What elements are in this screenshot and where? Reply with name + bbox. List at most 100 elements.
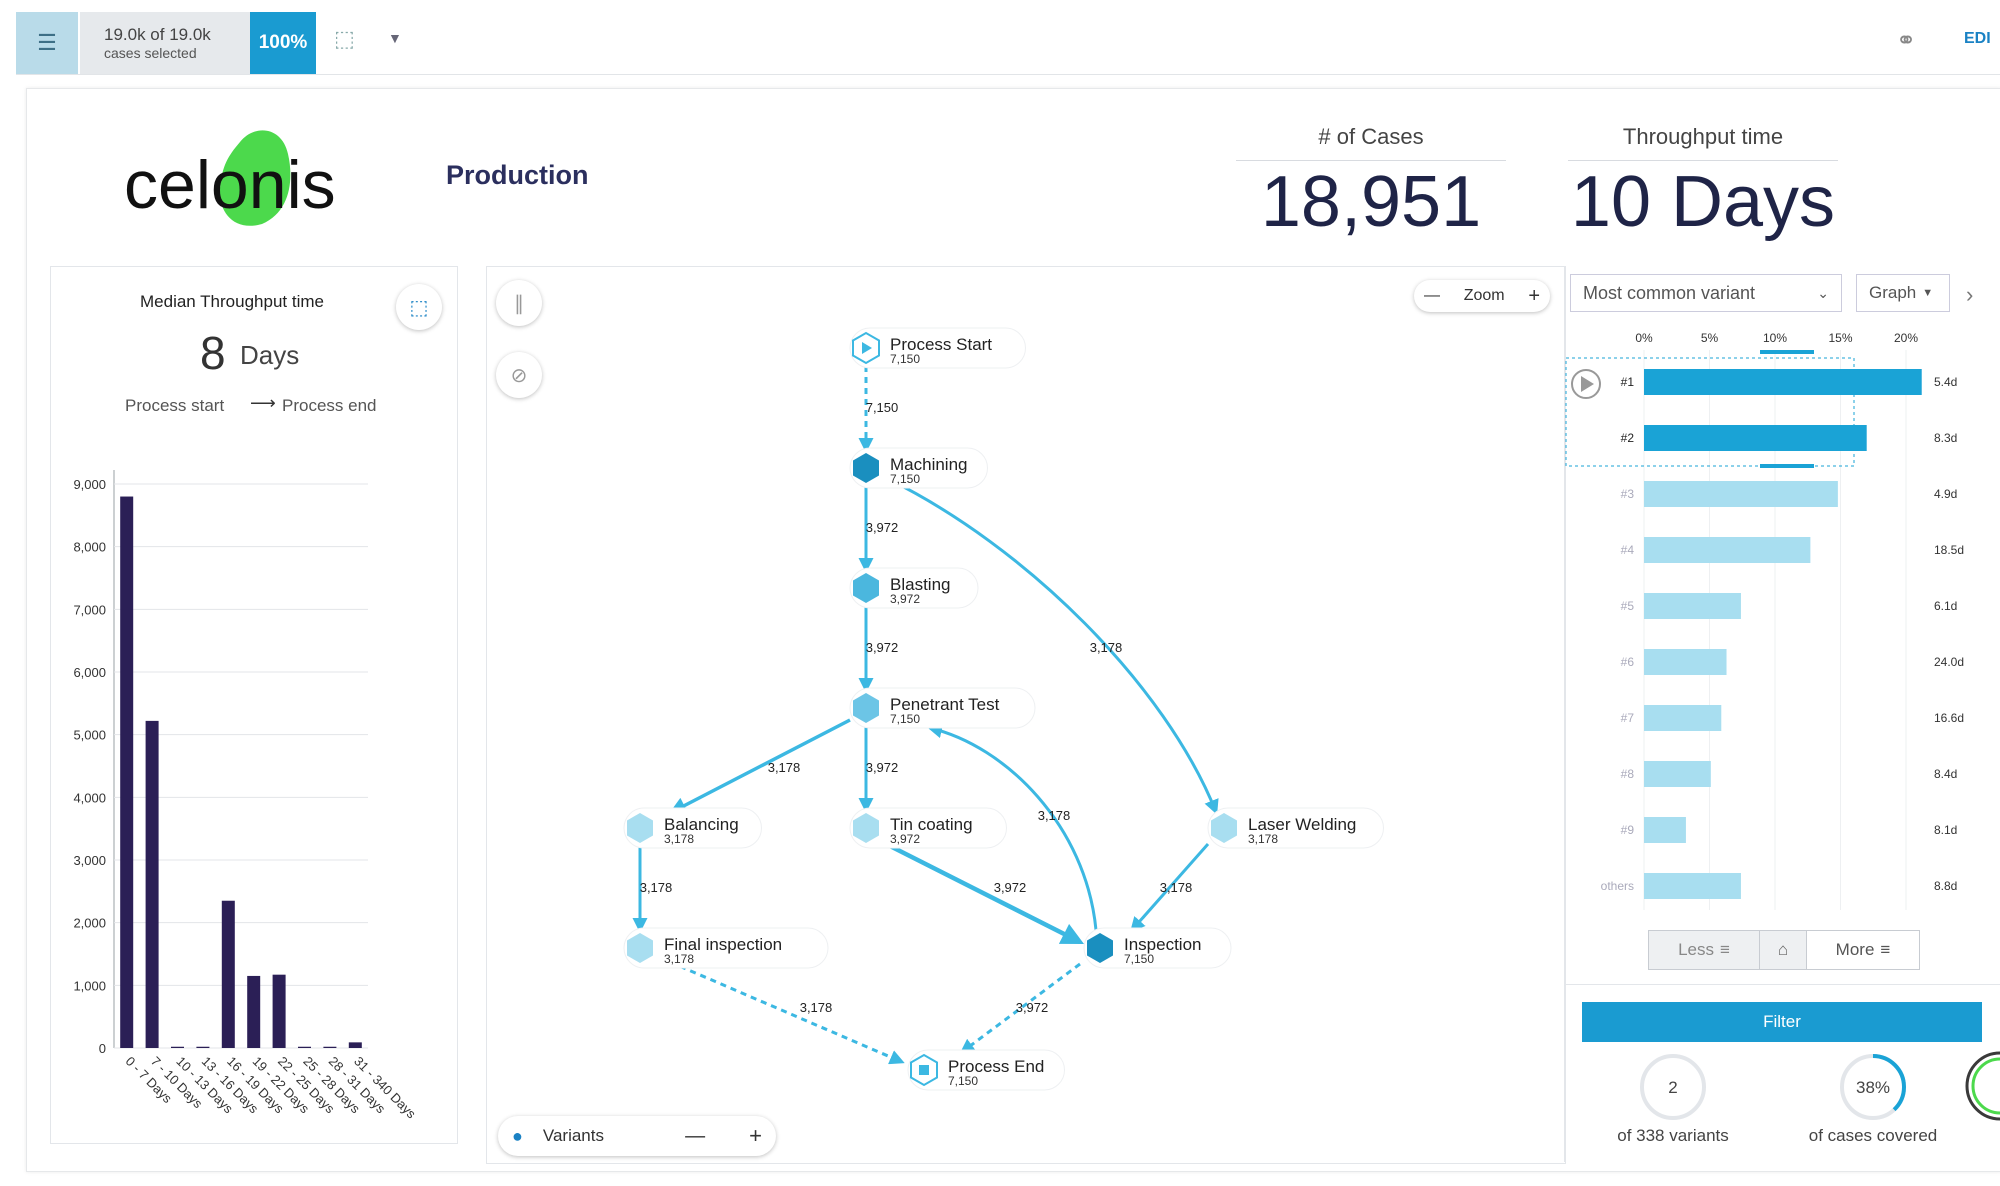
node-hexagon [1087, 933, 1113, 963]
home-button[interactable]: ⌂ [1760, 931, 1807, 969]
kpi-value: 10 Days [1570, 162, 1836, 242]
variant-bar [1644, 761, 1711, 787]
variant-chart[interactable]: 0% 5% 10% 15% 20% #1 5.4d #2 8.3d #3 4.9d #4 18.5d #5… [1564, 320, 2000, 920]
node-hexagon [853, 813, 879, 843]
less-button[interactable]: Less ≡ [1649, 931, 1760, 969]
chevron-down-icon: ⌄ [1817, 284, 1829, 301]
histogram-bar [120, 496, 134, 1048]
edit-button[interactable]: EDI [1964, 30, 1991, 47]
histogram-bar [145, 720, 159, 1048]
variants-count-caption: of 338 variants [1617, 1126, 1729, 1145]
variant-label: #9 [1621, 823, 1635, 837]
node-pill [849, 567, 979, 609]
list-icon: ≡ [1720, 940, 1730, 959]
histogram-bar [221, 900, 235, 1048]
node-hexagon [627, 813, 653, 843]
partial-ring [1965, 1051, 2000, 1121]
cases-covered-value: 38% [1856, 1078, 1890, 1097]
chevron-right-icon[interactable]: › [1966, 282, 1974, 307]
node-count: 7,150 [1124, 952, 1154, 966]
variant-bar [1644, 649, 1727, 675]
edge-label: 3,972 [866, 760, 899, 775]
share-icon[interactable]: ⚭ [1896, 27, 1917, 54]
variant-bar [1644, 817, 1686, 843]
edge-label: 3,178 [1038, 808, 1071, 823]
zoom-control: — Zoom + [1414, 280, 1550, 312]
process-graph[interactable]: 7,150 3,972 3,972 3,178 3,178 3,972 3,178 3,972… [486, 266, 1564, 1162]
variant-time: 16.6d [1934, 711, 1964, 725]
hide-icon[interactable]: ⊘ [496, 352, 542, 398]
less-label: Less [1678, 940, 1714, 959]
node-pill [623, 807, 762, 849]
arrow-right-icon: ⟶ [250, 393, 276, 413]
edge-machining-laser [885, 476, 1219, 815]
node-pill [623, 927, 829, 969]
edge-inspection-end [959, 962, 1081, 1054]
cases-selected-count: 19.0k of 19.0k [104, 25, 211, 44]
y-tick-label: 5,000 [73, 728, 106, 743]
selection-add-icon[interactable]: ⬚ [396, 284, 442, 330]
variants-less-button[interactable]: — [685, 1124, 706, 1147]
node-pill [849, 807, 1007, 849]
edge-label: 3,972 [1016, 1000, 1049, 1015]
node-count: 7,150 [948, 1074, 978, 1088]
menu-icon[interactable]: ☰ [16, 12, 78, 74]
node-count: 3,972 [890, 832, 920, 846]
variant-bar [1644, 425, 1867, 451]
zoom-in-button[interactable]: + [1528, 284, 1540, 307]
variant-type-dropdown[interactable]: Most common variant ⌄ [1570, 274, 1842, 312]
variant-label: #6 [1621, 655, 1635, 669]
edge-tin-inspection [884, 841, 1085, 945]
less-more-control: Less ≡ ⌂ More ≡ [1648, 930, 1920, 970]
selection-tool-icon[interactable]: ⬚ [334, 26, 355, 51]
filter-button[interactable]: Filter [1582, 1002, 1982, 1042]
histogram-bar [298, 1046, 311, 1048]
y-tick-label: 6,000 [73, 665, 106, 680]
variant-time: 5.4d [1934, 375, 1957, 389]
edge-label: 3,972 [866, 520, 899, 535]
edge-label: 3,178 [640, 880, 673, 895]
view-dropdown[interactable]: Graph ▼ [1856, 274, 1950, 312]
y-tick-label: 1,000 [73, 978, 106, 993]
variant-type-value: Most common variant [1583, 282, 1756, 303]
axis-tick-label: 0% [1635, 331, 1653, 345]
activity-filter-icon[interactable]: ∥ [496, 280, 542, 326]
y-tick-label: 9,000 [73, 477, 106, 492]
selection-handle-top [1760, 350, 1814, 354]
node-name: Inspection [1124, 935, 1202, 954]
variants-icon: ● [512, 1125, 523, 1146]
node-pill [849, 447, 988, 489]
top-bar [16, 0, 2000, 75]
node-name: Penetrant Test [890, 695, 1000, 714]
more-button[interactable]: More ≡ [1807, 931, 1919, 969]
histogram-bar [196, 1046, 210, 1048]
node-hexagon [1211, 813, 1237, 843]
variant-time: 4.9d [1934, 487, 1957, 501]
edge-label: 7,150 [866, 400, 899, 415]
kpi-divider [1568, 160, 1838, 161]
variant-bar [1644, 481, 1838, 507]
y-tick-label: 4,000 [73, 790, 106, 805]
node-hexagon [853, 453, 879, 483]
y-tick-label: 2,000 [73, 916, 106, 931]
variants-more-button[interactable]: + [749, 1123, 762, 1148]
axis-tick-label: 5% [1701, 331, 1719, 345]
variant-time: 6.1d [1934, 599, 1957, 613]
edge-label: 3,972 [866, 640, 899, 655]
node-pill [849, 327, 1026, 369]
throughput-panel [50, 266, 458, 1144]
variant-label: #3 [1621, 487, 1635, 501]
node-count: 7,150 [890, 472, 920, 486]
cases-covered-ring: 38% [1840, 1054, 1906, 1120]
variant-time: 8.1d [1934, 823, 1957, 837]
axis-tick-label: 15% [1828, 331, 1852, 345]
chevron-down-icon[interactable]: ▼ [388, 30, 402, 46]
zoom-out-button[interactable]: — [1424, 287, 1440, 304]
axis-tick-label: 10% [1763, 331, 1787, 345]
edge-label: 3,178 [768, 760, 801, 775]
edge-label: 3,178 [800, 1000, 833, 1015]
variant-bar [1644, 705, 1722, 731]
node-hexagon [853, 693, 879, 723]
node-count: 3,178 [664, 952, 694, 966]
edge-label: 3,972 [994, 880, 1027, 895]
